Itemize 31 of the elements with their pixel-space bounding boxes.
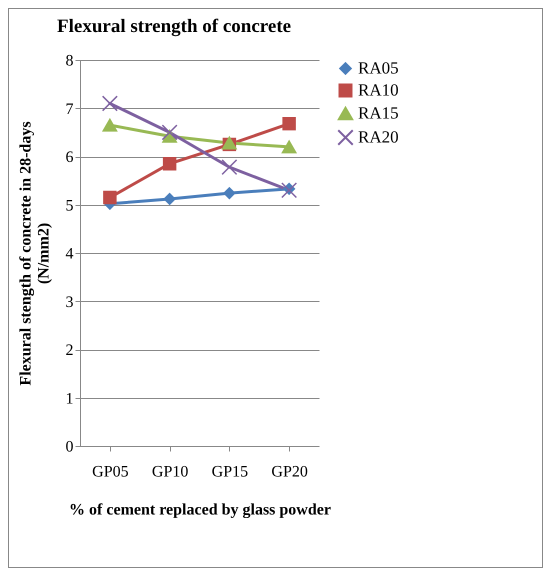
point: [102, 118, 118, 132]
legend-label: RA15: [358, 104, 399, 122]
point: [164, 192, 176, 205]
y-tick-label: 6: [66, 149, 74, 166]
x-axis-title: % of cement replaced by glass powder: [69, 502, 331, 518]
legend-label: RA20: [358, 128, 399, 146]
y-tick-label: 3: [66, 294, 74, 311]
point: [102, 95, 118, 112]
point: [281, 182, 298, 198]
y-tick-label: 7: [66, 100, 74, 118]
point: [282, 116, 296, 130]
point: [221, 159, 238, 176]
legend-label: RA05: [358, 58, 399, 78]
legend-label: RA10: [358, 80, 399, 100]
x-tick-label: GP10: [152, 464, 188, 480]
point: [162, 124, 178, 140]
x-tick-label: GP05: [92, 464, 129, 480]
point: [282, 140, 297, 154]
y-tick-label: 0: [66, 438, 74, 456]
y-axis-title: Flexural stength of concrete in 28-days (N/mm2): [18, 121, 52, 386]
y-tick-label: 1: [66, 390, 74, 408]
y-tick-label: 8: [66, 52, 74, 70]
point: [223, 187, 236, 200]
point: [103, 190, 117, 204]
x-tick-label: GP15: [212, 464, 248, 480]
point: [162, 157, 176, 170]
x-tick-label: GP20: [271, 464, 308, 480]
y-tick-label: 5: [66, 197, 74, 214]
y-tick-label: 4: [66, 246, 74, 262]
y-tick-label: 2: [66, 342, 74, 359]
chart-title: Flexural strength of concrete: [57, 16, 292, 37]
